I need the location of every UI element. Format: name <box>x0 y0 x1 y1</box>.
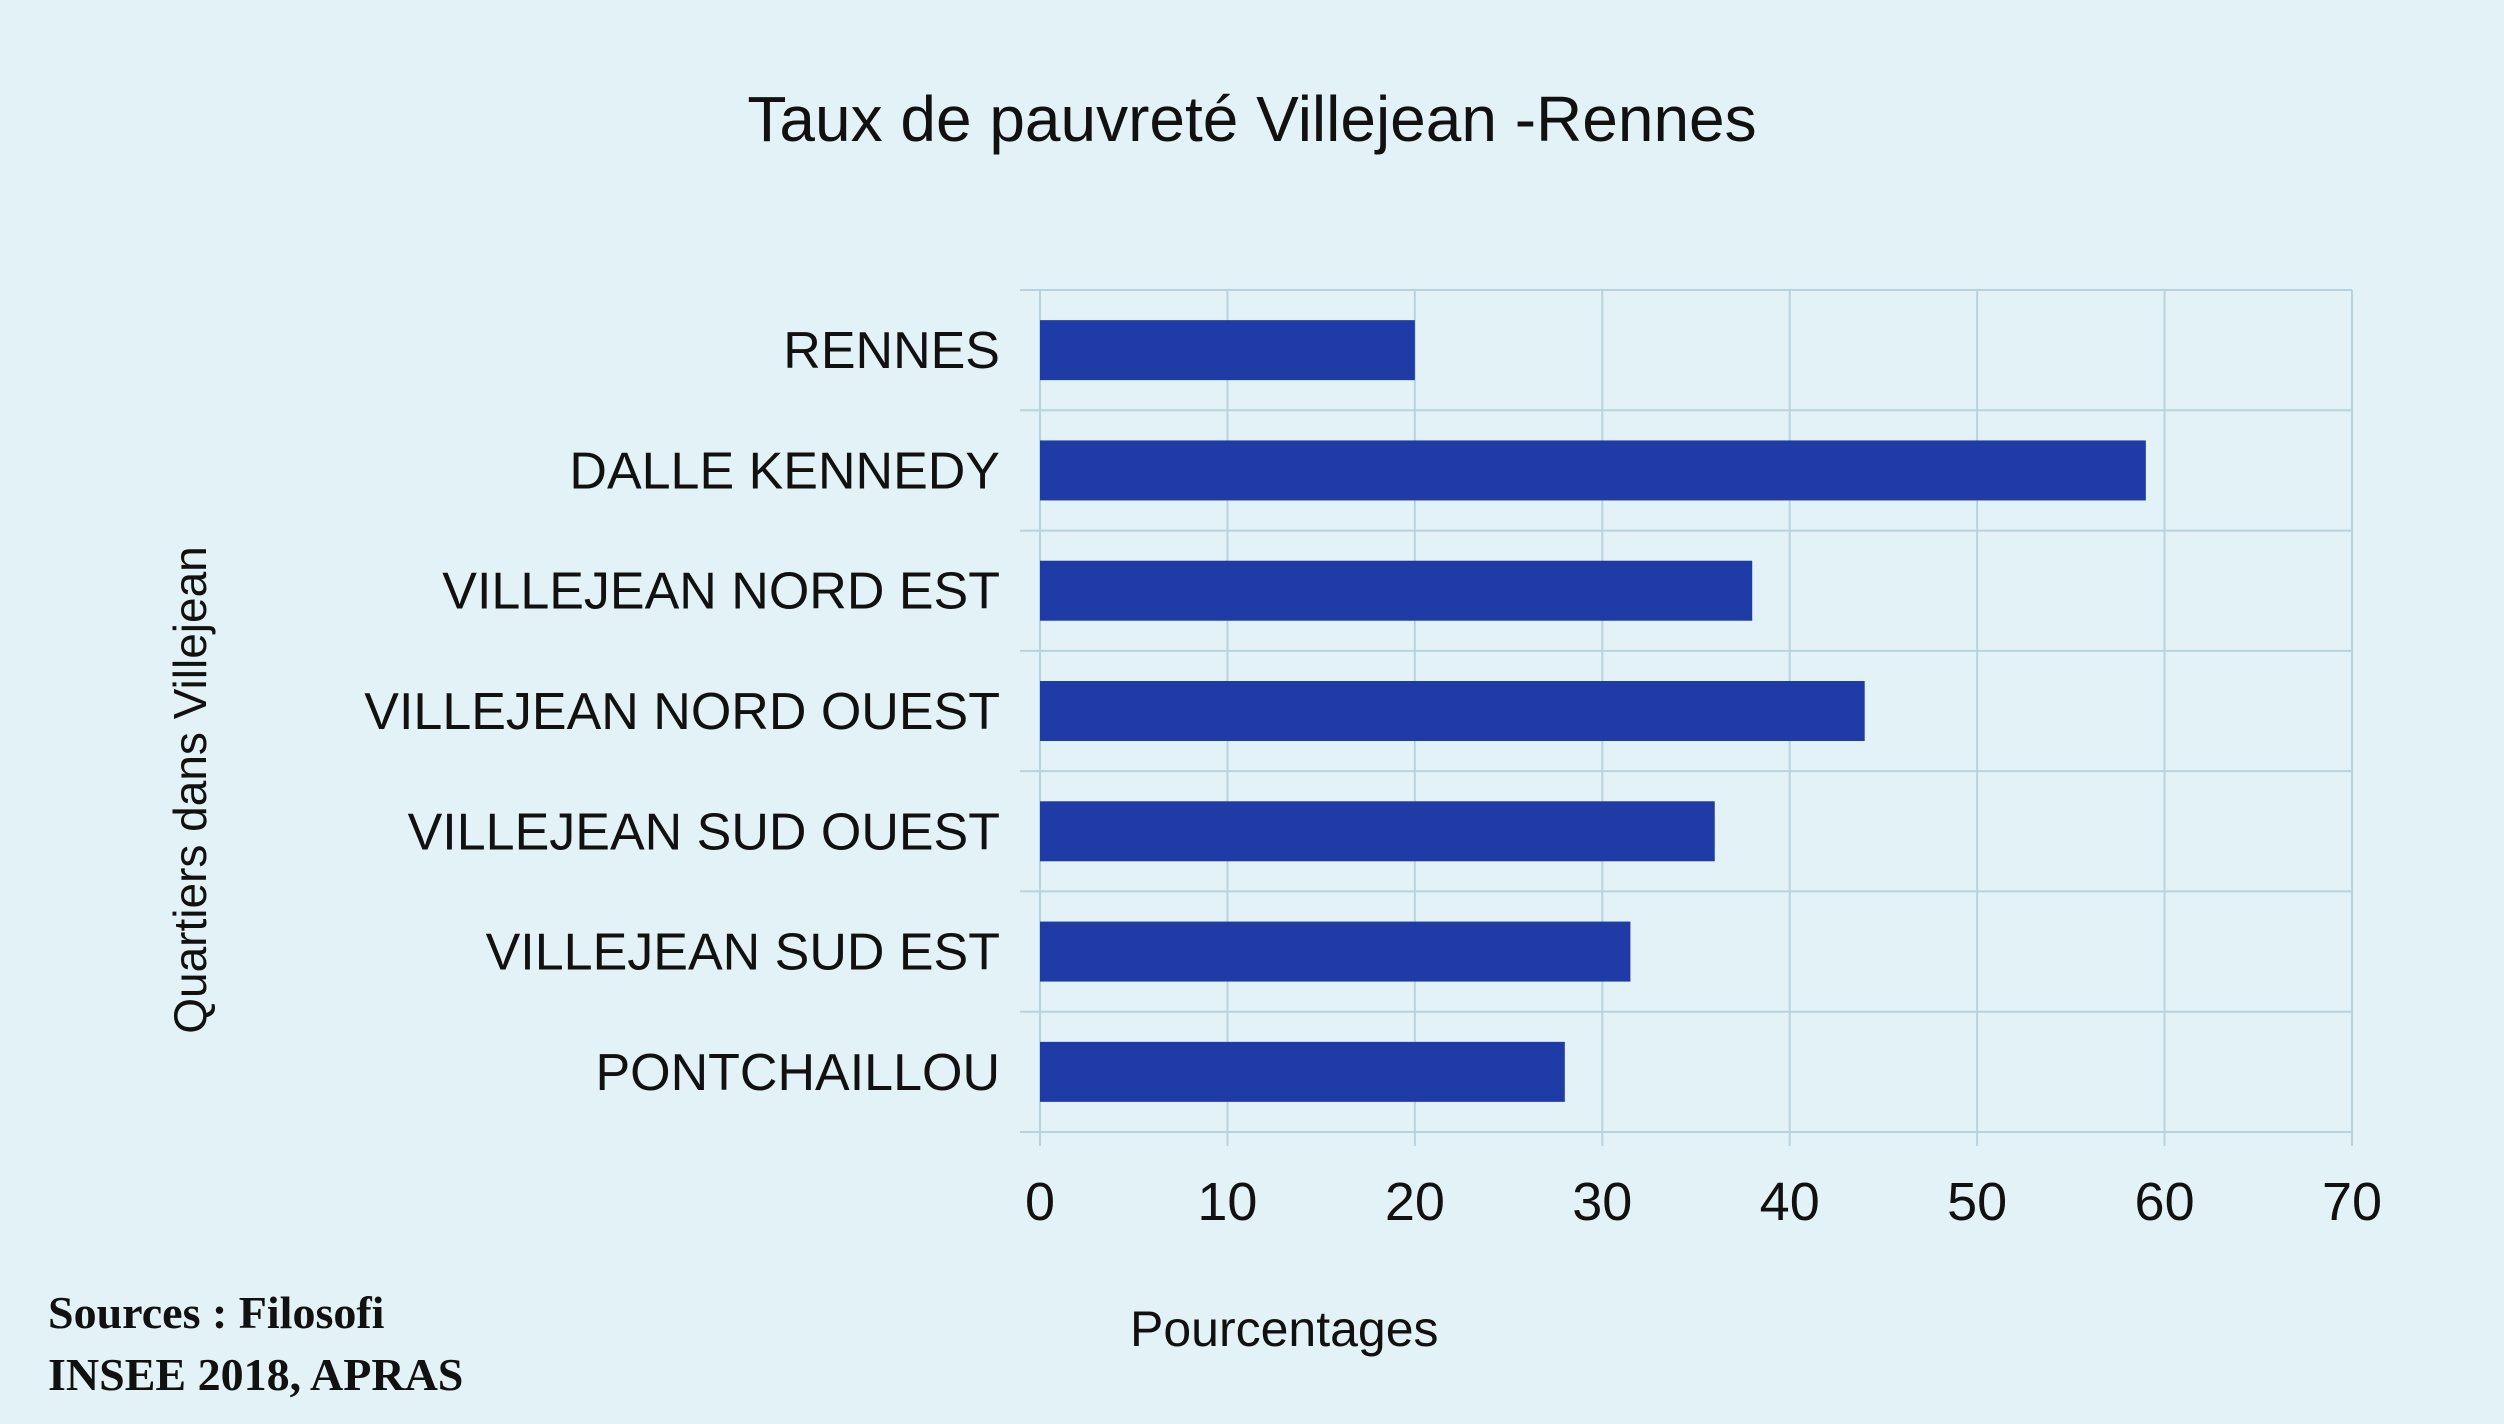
source-line-1: Sources : Filosofi <box>48 1287 385 1338</box>
bar-4 <box>1040 801 1715 862</box>
bar-3 <box>1040 681 1865 741</box>
bar-0 <box>1040 320 1415 381</box>
x-tick-label-3: 30 <box>1572 1172 1632 1232</box>
category-label-0: RENNES <box>783 322 1000 380</box>
source-line-2: INSEE 2018, APRAS <box>48 1349 464 1400</box>
x-tick-label-5: 50 <box>1947 1172 2007 1232</box>
category-label-3: VILLEJEAN NORD OUEST <box>364 683 1000 741</box>
category-label-1: DALLE KENNEDY <box>569 442 1000 500</box>
x-tick-label-7: 70 <box>2322 1172 2382 1232</box>
sources-note: Sources : Filosofi INSEE 2018, APRAS <box>48 1282 463 1406</box>
category-label-5: VILLEJEAN SUD EST <box>486 924 1000 982</box>
x-tick-label-1: 10 <box>1197 1172 1257 1232</box>
bar-1 <box>1040 440 2146 501</box>
chart-title: Taux de pauvreté Villejean -Rennes <box>747 83 1757 155</box>
x-tick-label-0: 0 <box>1025 1172 1055 1232</box>
x-tick-label-4: 40 <box>1760 1172 1820 1232</box>
bar-6 <box>1040 1041 1565 1102</box>
x-tick-label-6: 60 <box>2135 1172 2195 1232</box>
category-label-6: PONTCHAILLOU <box>595 1044 1000 1102</box>
bar-2 <box>1040 560 1753 621</box>
x-axis-label: Pourcentages <box>1130 1301 1439 1357</box>
x-tick-label-2: 20 <box>1385 1172 1445 1232</box>
category-label-4: VILLEJEAN SUD OUEST <box>408 803 1000 861</box>
category-label-2: VILLEJEAN NORD EST <box>442 563 1000 621</box>
bar-5 <box>1040 921 1631 982</box>
y-axis-label: Quartiers dans Villejean <box>164 546 216 1034</box>
